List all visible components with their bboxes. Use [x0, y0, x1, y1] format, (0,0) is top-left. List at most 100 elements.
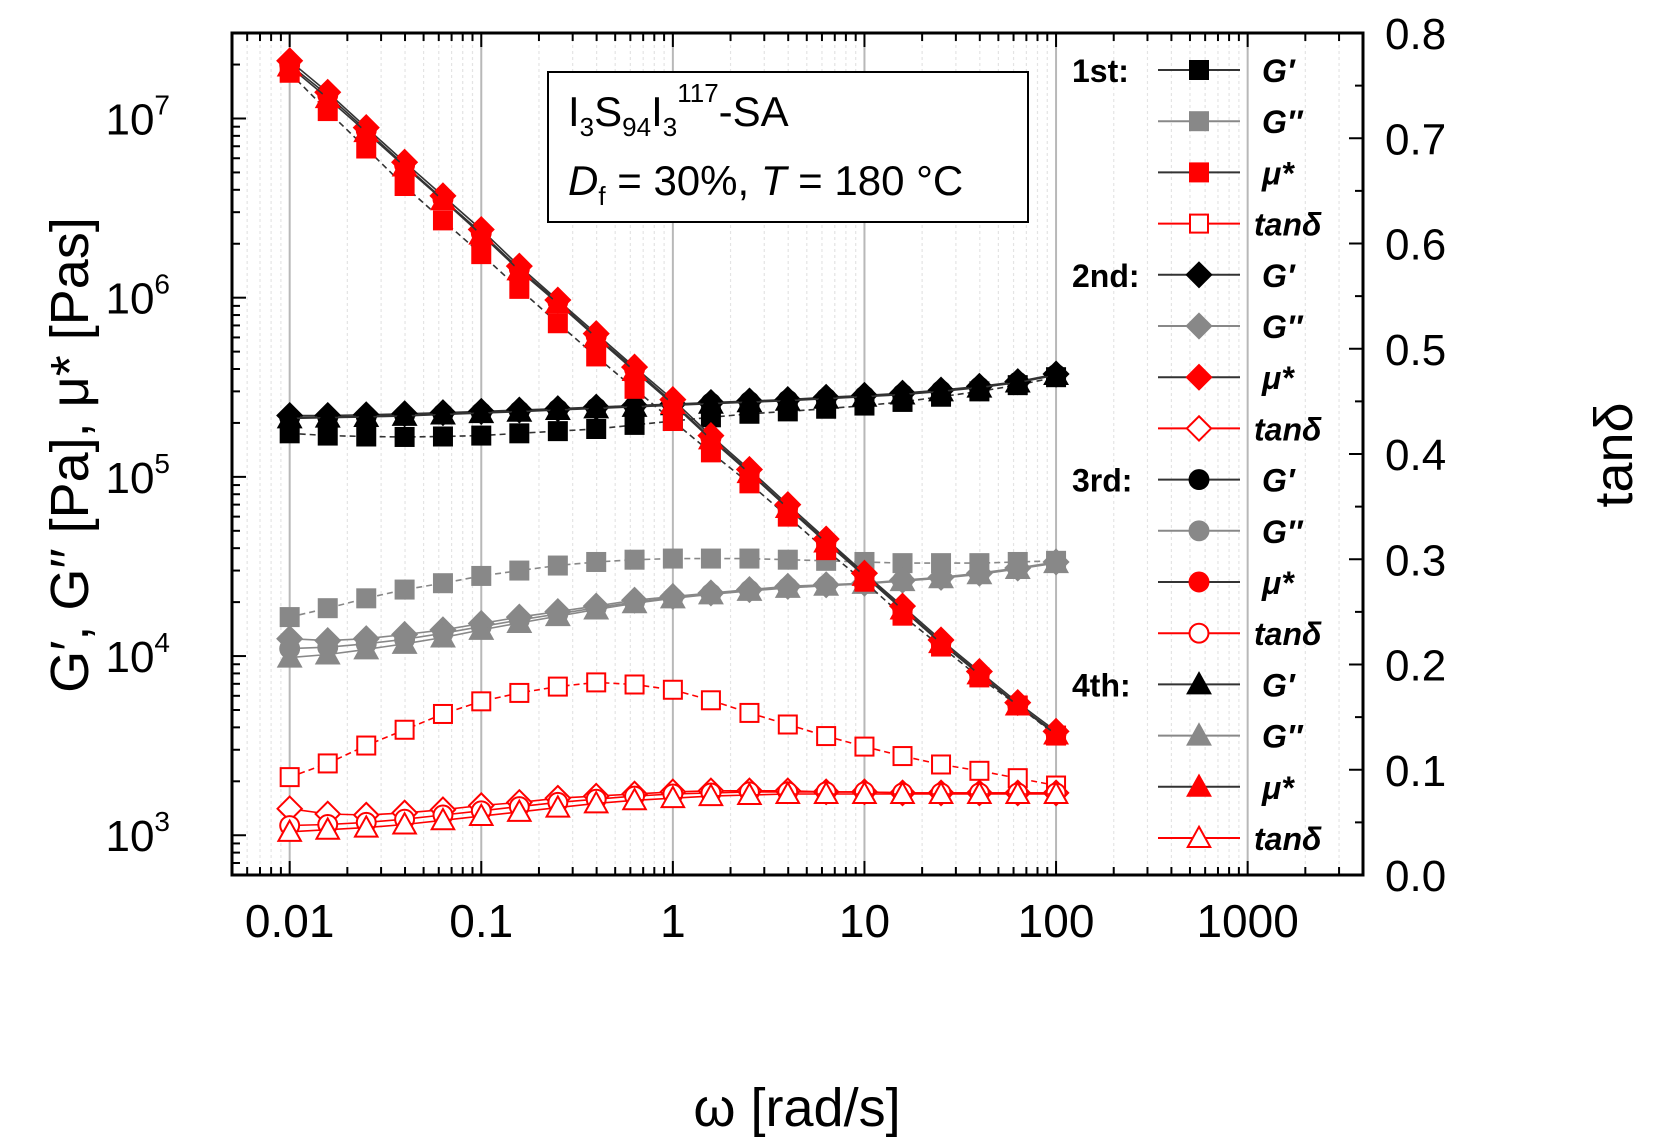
data-point [356, 426, 377, 447]
data-point [816, 726, 837, 747]
data-point [813, 529, 840, 553]
data-point [276, 818, 303, 842]
data-point [889, 381, 916, 405]
legend-marker [1186, 773, 1212, 797]
data-point [394, 719, 415, 740]
data-point [468, 221, 495, 245]
legend-label: tanδ [1254, 821, 1322, 857]
data-point [314, 404, 341, 428]
data-point [506, 798, 533, 822]
data-point [509, 682, 530, 703]
data-point [1043, 361, 1070, 386]
data-point [659, 585, 686, 609]
data-point [276, 644, 303, 668]
data-point [854, 736, 875, 757]
y-right-tick-label: 0.2 [1385, 642, 1446, 691]
data-point [662, 411, 683, 432]
data-point [1043, 721, 1070, 745]
data-point [624, 378, 645, 399]
legend-entry: tanδ [1158, 411, 1322, 447]
legend-label: G′′ [1262, 104, 1304, 140]
data-point [506, 257, 533, 281]
legend-marker [1188, 469, 1210, 491]
data-point [624, 674, 645, 695]
data-point [700, 690, 721, 711]
data-point [1004, 369, 1031, 393]
data-point [621, 357, 648, 381]
legend-label: tanδ [1254, 411, 1322, 447]
legend-run-label: 1st: [1072, 53, 1129, 89]
legend-entry: G′′ [1158, 719, 1304, 755]
legend-entry: G′′ [1158, 104, 1304, 140]
legend-marker [1186, 824, 1212, 848]
legend-entry: G′′ [1158, 309, 1304, 345]
data-point [430, 401, 456, 425]
x-tick-label: 1000 [1196, 895, 1298, 947]
legend-run-label: 4th: [1072, 667, 1131, 703]
data-point [314, 816, 341, 840]
data-point [547, 313, 568, 334]
legend-label: G′ [1262, 53, 1296, 89]
data-point [739, 548, 760, 569]
data-point [736, 388, 763, 413]
data-point [276, 405, 303, 429]
data-point [430, 186, 456, 211]
legend-label: tanδ [1254, 207, 1322, 243]
data-point [586, 551, 607, 572]
legend-marker [1186, 722, 1212, 746]
x-axis-title: ω [rad/s] [693, 1078, 900, 1138]
data-point [1004, 692, 1031, 716]
data-point [547, 421, 568, 442]
series-1st- [279, 62, 1067, 746]
data-point [739, 702, 760, 723]
data-point [430, 624, 456, 648]
data-point [544, 396, 571, 421]
data-point [659, 390, 686, 415]
series-layer [276, 47, 1070, 842]
legend-label: μ* [1261, 770, 1295, 806]
legend-marker [1185, 363, 1213, 391]
data-point [471, 425, 492, 446]
data-point [621, 589, 648, 614]
series-4th-g- [276, 361, 1070, 429]
legend-entry: tanδ [1158, 207, 1322, 243]
data-point [432, 210, 453, 231]
annotation-frame [547, 71, 1029, 223]
data-point [506, 609, 533, 633]
data-point [697, 581, 724, 605]
data-point [356, 138, 377, 159]
y-left-tick-label: 105 [105, 448, 170, 503]
data-point [317, 425, 338, 446]
y-right-tick-label: 0.7 [1385, 115, 1446, 164]
x-tick-label: 10 [839, 895, 890, 947]
data-point [624, 549, 645, 570]
data-point [700, 548, 721, 569]
data-point [391, 811, 418, 835]
data-point [813, 572, 840, 596]
legend-entry: 1st: G′ [1072, 53, 1296, 89]
data-point [509, 423, 530, 444]
legend-run-label: 3rd: [1072, 463, 1132, 499]
data-point [506, 398, 533, 422]
legend-label: μ* [1261, 360, 1295, 396]
y-right-tick-label: 0.8 [1385, 10, 1446, 59]
legend-entry: μ* [1158, 360, 1295, 396]
legend-marker [1185, 261, 1213, 289]
data-point [509, 560, 530, 581]
data-point [621, 393, 648, 417]
y-right-tick-label: 0.5 [1385, 326, 1446, 375]
x-tick-label: 100 [1018, 895, 1095, 947]
data-point [774, 387, 801, 411]
data-point [394, 426, 415, 447]
y-right-axis-title: tanδ [1584, 402, 1644, 507]
data-point [432, 426, 453, 447]
data-point [697, 426, 724, 450]
legend-label: G′′ [1262, 309, 1304, 345]
data-point [813, 780, 840, 804]
legend-entry: 2nd: G′ [1072, 258, 1296, 294]
annotation-box: I3S94I3117-SA Df = 30%, T = 180 °C [547, 71, 1029, 223]
data-point [356, 735, 377, 756]
data-point [432, 703, 453, 724]
legend-label: G′ [1262, 258, 1296, 294]
data-point [583, 324, 610, 348]
